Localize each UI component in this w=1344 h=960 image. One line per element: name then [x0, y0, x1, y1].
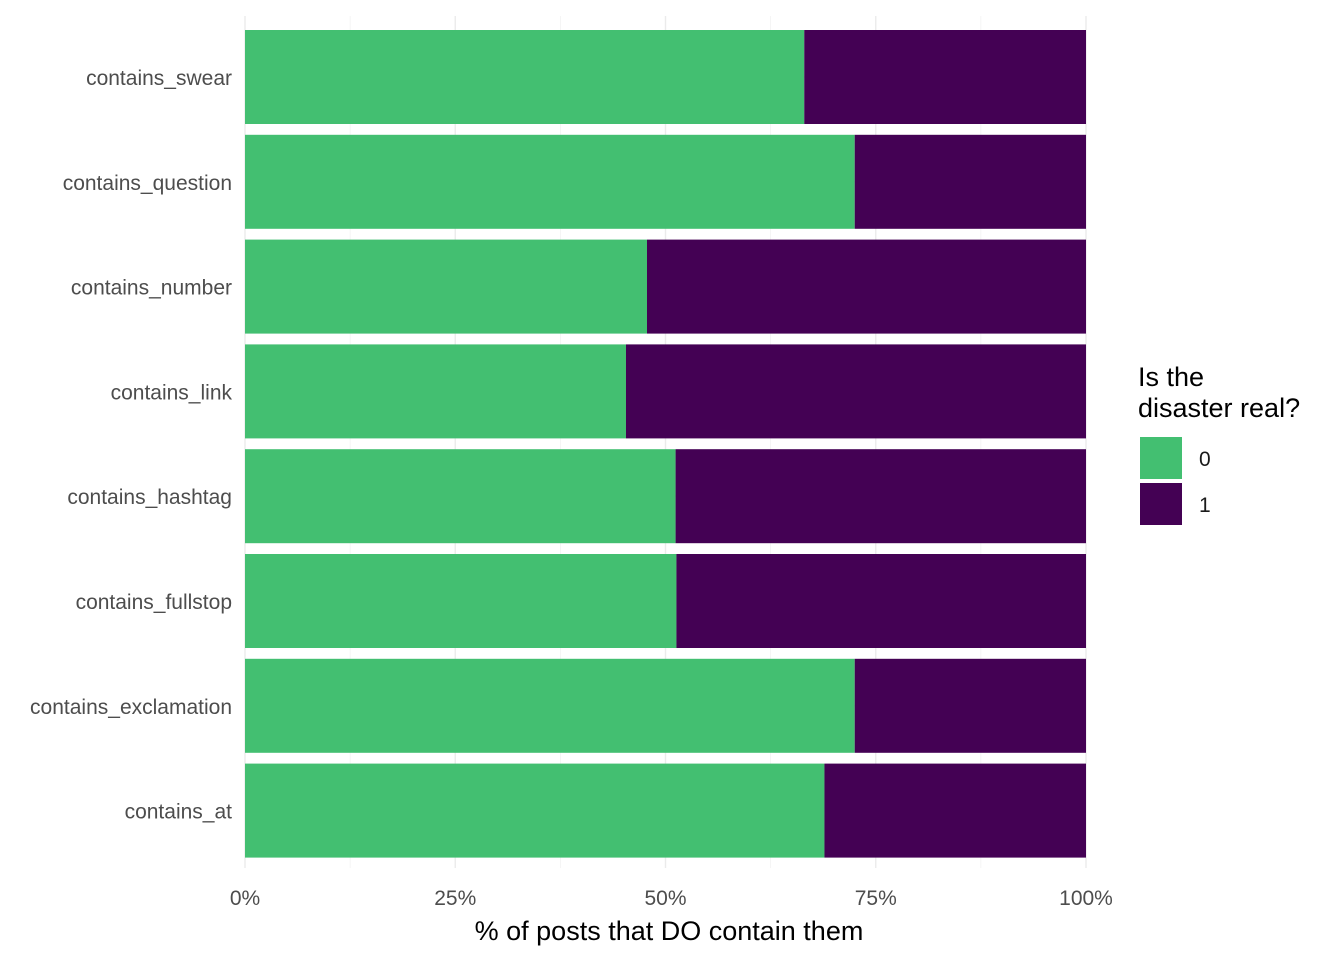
bar-contains_number-series-0: [245, 239, 647, 334]
bar-contains_question-series-0: [245, 134, 855, 229]
y-tick-label: contains_at: [125, 801, 233, 824]
x-tick-label: 0%: [230, 887, 260, 910]
y-tick-label: contains_number: [71, 277, 232, 300]
legend-label-0: 0: [1199, 448, 1211, 471]
bar-contains_exclamation-series-1: [854, 658, 1086, 753]
legend-title-line-1: Is the: [1138, 362, 1204, 392]
bar-contains_link-series-1: [625, 344, 1086, 439]
bar-contains_fullstop-series-0: [245, 554, 677, 648]
legend-title-line-2: disaster real?: [1138, 393, 1300, 423]
bar-contains_at-series-1: [824, 763, 1086, 858]
y-tick-label: contains_swear: [86, 67, 232, 90]
bar-contains_at-series-0: [245, 763, 825, 858]
y-tick-label: contains_question: [63, 172, 232, 195]
x-axis-label: % of posts that DO contain them: [475, 916, 864, 946]
bar-contains_number-series-1: [646, 239, 1086, 334]
bar-contains_fullstop-series-1: [676, 554, 1086, 648]
x-tick-label: 100%: [1059, 887, 1113, 910]
y-tick-label: contains_fullstop: [76, 591, 232, 614]
legend-label-1: 1: [1199, 494, 1211, 517]
bar-contains_swear-series-0: [245, 30, 805, 124]
bar-contains_swear-series-1: [804, 30, 1086, 124]
x-axis-ticks: 0% 25% 50% 75% 100%: [230, 887, 1113, 910]
legend: Is the disaster real? 0 1: [1138, 362, 1300, 525]
bar-contains_hashtag-series-0: [245, 449, 676, 544]
y-tick-label: contains_hashtag: [67, 486, 232, 509]
legend-key-0: [1140, 437, 1182, 479]
bar-contains_link-series-0: [245, 344, 626, 439]
bar-contains_hashtag-series-1: [675, 449, 1086, 544]
y-tick-label: contains_exclamation: [30, 696, 232, 719]
bar-contains_exclamation-series-0: [245, 658, 855, 753]
y-tick-label: contains_link: [111, 381, 233, 404]
x-tick-label: 75%: [855, 887, 897, 910]
y-axis-ticks: contains_swear contains_question contains_…: [30, 67, 232, 824]
bar-contains_question-series-1: [854, 134, 1086, 229]
x-tick-label: 25%: [434, 887, 476, 910]
x-tick-label: 50%: [644, 887, 686, 910]
bars: [245, 30, 1086, 858]
legend-key-1: [1140, 483, 1182, 525]
